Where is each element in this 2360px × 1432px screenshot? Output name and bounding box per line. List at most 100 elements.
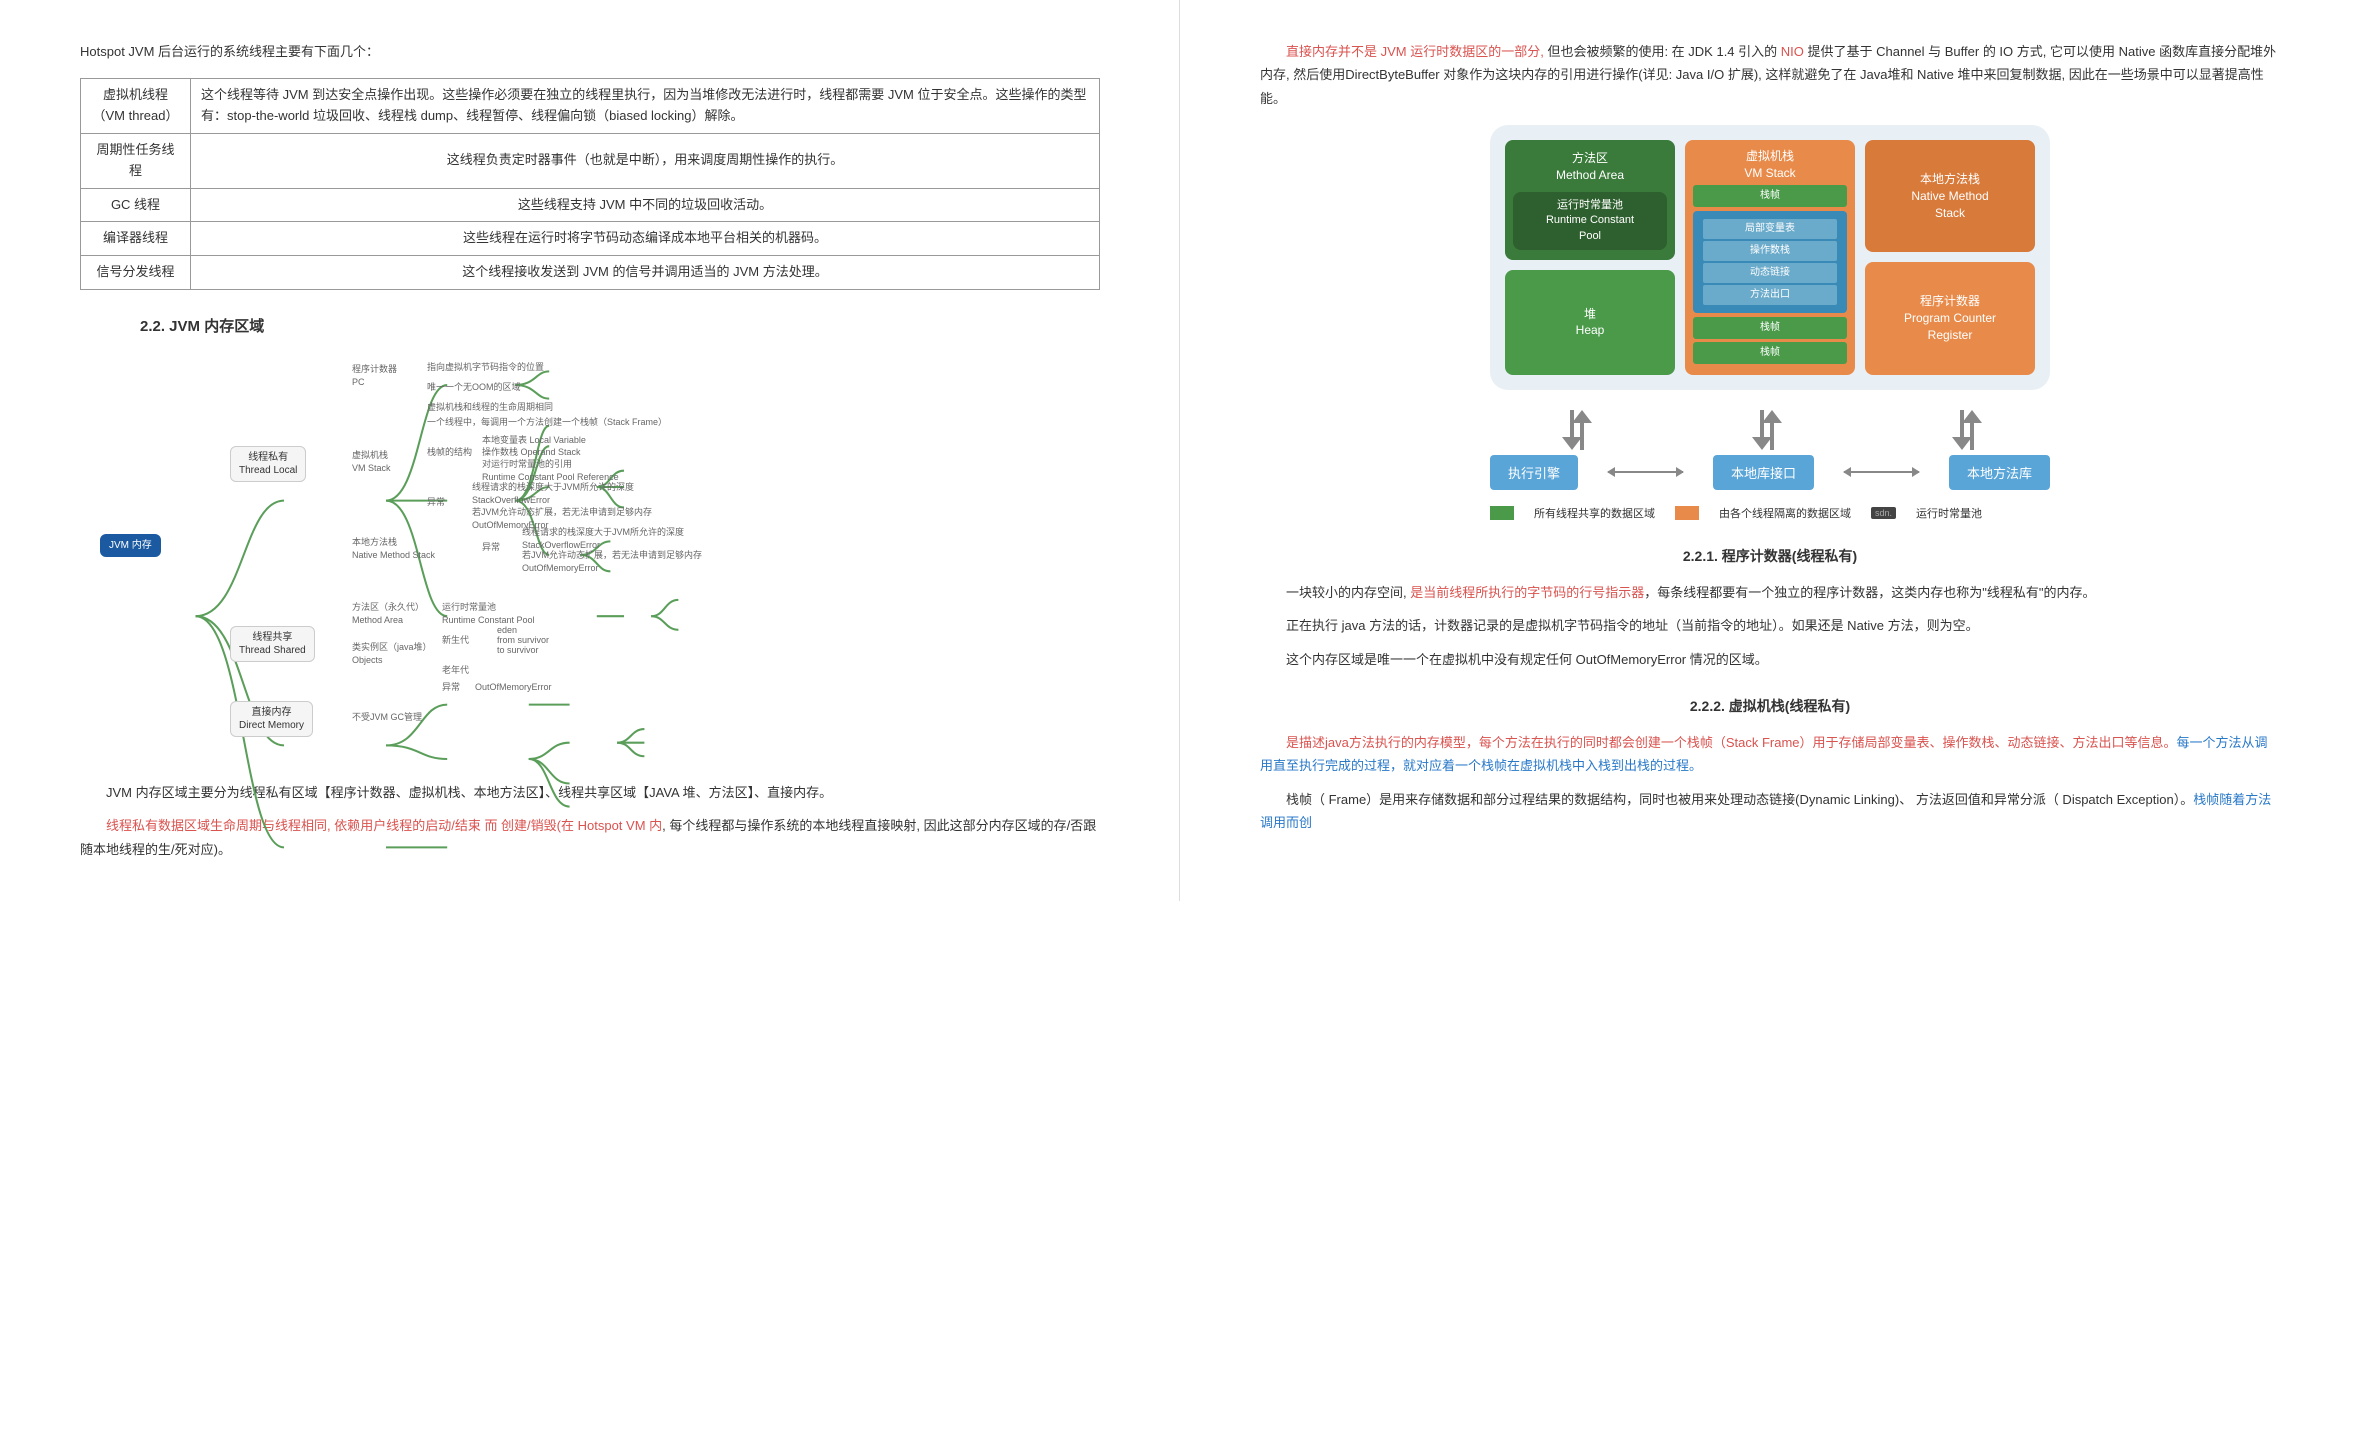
exec-row: 执行引擎 本地库接口 本地方法库 [1490, 455, 2050, 490]
heap-box: 堆 Heap [1505, 270, 1675, 375]
p221a: 一块较小的内存空间, 是当前线程所执行的字节码的行号指示器，每条线程都要有一个独… [1260, 581, 2280, 604]
p221d: 这个内存区域是唯一一个在虚拟机中没有规定任何 OutOfMemoryError … [1260, 648, 2280, 671]
method-area-box: 方法区 Method Area 运行时常量池 Runtime Constant … [1505, 140, 1675, 260]
mm-leaf: 指向虚拟机字节码指令的位置 [427, 361, 544, 374]
legend-green [1490, 506, 1514, 520]
exec-engine: 执行引擎 [1490, 455, 1578, 490]
mm-leaf: 异常 [482, 541, 500, 554]
mm-leaf: 线程请求的栈深度大于JVM所允许的深度 StackOverflowError [522, 526, 684, 551]
mm-label: 直接内存 [252, 707, 292, 718]
text-red: NIO [1781, 44, 1808, 59]
p222a: 是描述java方法执行的内存模型，每个方法在执行的同时都会创建一个栈帧（Stac… [1260, 731, 2280, 778]
mm-label: Direct Memory [239, 720, 304, 731]
cell: GC 线程 [81, 188, 191, 222]
right-page: 直接内存并不是 JVM 运行时数据区的一部分, 但也会被频繁的使用: 在 JDK… [1180, 0, 2360, 901]
mm-pc: 程序计数器 PC [352, 363, 397, 388]
label: 操作数栈 [1703, 241, 1837, 261]
label: Native Method [1873, 188, 2027, 205]
mm-leaf: to survivor [497, 644, 539, 657]
legend-orange [1675, 506, 1699, 520]
legend-label: 运行时常量池 [1916, 505, 1982, 521]
legend: 所有线程共享的数据区域 由各个线程隔离的数据区域 sdn. 运行时常量池 [1490, 505, 2050, 521]
mm-vmstack: 虚拟机栈 VM Stack [352, 449, 391, 474]
sdn-badge: sdn. [1871, 507, 1896, 519]
jvm-diagram: 方法区 Method Area 运行时常量池 Runtime Constant … [1490, 125, 2050, 390]
p1: 直接内存并不是 JVM 运行时数据区的一部分, 但也会被频繁的使用: 在 JDK… [1260, 40, 2280, 110]
text: 但也会被频繁的使用: 在 JDK 1.4 引入的 [1544, 44, 1781, 59]
mm-leaf: 异常 [427, 496, 445, 509]
thread-table: 虚拟机线程 （VM thread）这个线程等待 JVM 到达安全点操作出现。这些… [80, 78, 1100, 290]
p221c: 正在执行 java 方法的话，计数器记录的是虚拟机字节码指令的地址（当前指令的地… [1260, 614, 2280, 637]
exec-arrow [1608, 471, 1683, 473]
mm-label: Thread Local [239, 465, 297, 476]
legend-label: 由各个线程隔离的数据区域 [1719, 505, 1851, 521]
label: Register [1873, 327, 2027, 344]
mm-ma: 方法区（永久代） Method Area [352, 601, 424, 626]
cell: 信号分发线程 [81, 256, 191, 290]
legend-label: 所有线程共享的数据区域 [1534, 505, 1655, 521]
label: Pool [1521, 229, 1659, 244]
label: Program Counter [1873, 310, 2027, 327]
cell: 这些线程支持 JVM 中不同的垃圾回收活动。 [191, 188, 1100, 222]
mm-leaf: 线程请求的栈深度大于JVM所允许的深度 StackOverflowError [472, 481, 634, 506]
jvm-col-left: 方法区 Method Area 运行时常量池 Runtime Constant … [1505, 140, 1675, 375]
mm-leaf: 若JVM允许动态扩展，若无法申请到足够内存 OutOfMemoryError [522, 549, 702, 574]
cell: 这个线程接收发送到 JVM 的信号并调用适当的 JVM 方法处理。 [191, 256, 1100, 290]
vmstack-box: 虚拟机栈 VM Stack 栈帧 局部变量表 操作数栈 动态链接 方法出口 栈帧… [1685, 140, 1855, 375]
arrows-svg [1490, 405, 2050, 455]
mm-nms: 本地方法栈 Native Method Stack [352, 536, 435, 561]
mm-label: Thread Shared [239, 645, 306, 656]
native-if: 本地库接口 [1713, 455, 1814, 490]
native-lib: 本地方法库 [1949, 455, 2050, 490]
mm-leaf: 运行时常量池 Runtime Constant Pool [442, 601, 535, 626]
cell: 这线程负责定时器事件（也就是中断），用来调度周期性操作的执行。 [191, 133, 1100, 188]
frame-detail: 局部变量表 操作数栈 动态链接 方法出口 [1693, 211, 1847, 313]
label: 本地方法栈 [1873, 171, 2027, 188]
frame-label: 栈帧 [1693, 185, 1847, 207]
text: 一块较小的内存空间, [1286, 585, 1410, 600]
p222b: 栈帧（ Frame）是用来存储数据和部分过程结果的数据结构，同时也被用来处理动态… [1260, 788, 2280, 835]
label: 程序计数器 [1873, 293, 2027, 310]
mm-leaf: 新生代 [442, 634, 469, 647]
text: 栈帧（ Frame）是用来存储数据和部分过程结果的数据结构，同时也被用来处理动态… [1286, 792, 2193, 807]
mm-leaf: OutOfMemoryError [475, 681, 552, 694]
label: Heap [1513, 322, 1667, 339]
cell: 这些线程在运行时将字节码动态编译成本地平台相关的机器码。 [191, 222, 1100, 256]
text-red: 是描述java方法执行的内存模型，每个方法在执行的同时都会创建一个栈帧（Stac… [1286, 735, 2177, 750]
frame-label: 栈帧 [1693, 317, 1847, 339]
arrows-row [1490, 405, 2050, 455]
mm-leaf: 不受JVM GC管理 [352, 711, 422, 724]
pcr-box: 程序计数器 Program Counter Register [1865, 262, 2035, 374]
text: ，每条线程都要有一个独立的程序计数器，这类内存也称为"线程私有"的内存。 [1644, 585, 2095, 600]
mm-obj: 类实例区（java堆） Objects [352, 641, 432, 666]
mm-leaf: 本地变量表 Local Variable [482, 434, 586, 447]
mm-label: 线程私有 [248, 452, 288, 463]
mm-leaf: 唯一一个无OOM的区域 [427, 381, 521, 394]
section-title: 2.2. JVM 内存区域 [140, 315, 1100, 336]
h222: 2.2.2. 虚拟机栈(线程私有) [1260, 696, 2280, 716]
label: 方法区 [1513, 150, 1667, 167]
mm-label: 线程共享 [252, 632, 292, 643]
mm-leaf: 操作数栈 Operand Stack [482, 446, 581, 459]
label: 局部变量表 [1703, 219, 1837, 239]
label: VM Stack [1693, 165, 1847, 182]
cell: 编译器线程 [81, 222, 191, 256]
label: Method Area [1513, 167, 1667, 184]
label: 堆 [1513, 306, 1667, 323]
label: 运行时常量池 [1521, 198, 1659, 213]
text-red: 直接内存并不是 JVM 运行时数据区的一部分, [1286, 44, 1544, 59]
left-page: Hotspot JVM 后台运行的系统线程主要有下面几个： 虚拟机线程 （VM … [0, 0, 1180, 901]
mm-leaf: 栈帧的结构 [427, 446, 472, 459]
frame-label: 栈帧 [1693, 342, 1847, 364]
mm-leaf: 一个线程中，每调用一个方法创建一个栈帧（Stack Frame） [427, 416, 667, 429]
cell: 虚拟机线程 （VM thread） [81, 79, 191, 134]
mindmap: JVM 内存 线程私有Thread Local 线程共享Thread Share… [80, 351, 1100, 761]
mm-leaf: 老年代 [442, 664, 469, 677]
rcp-box: 运行时常量池 Runtime Constant Pool [1513, 192, 1667, 250]
h221: 2.2.1. 程序计数器(线程私有) [1260, 546, 2280, 566]
label: 虚拟机栈 [1693, 148, 1847, 165]
text-red: 是当前线程所执行的字节码的行号指示器 [1410, 585, 1644, 600]
cell: 周期性任务线程 [81, 133, 191, 188]
label: 动态链接 [1703, 263, 1837, 283]
exec-arrow [1844, 471, 1919, 473]
